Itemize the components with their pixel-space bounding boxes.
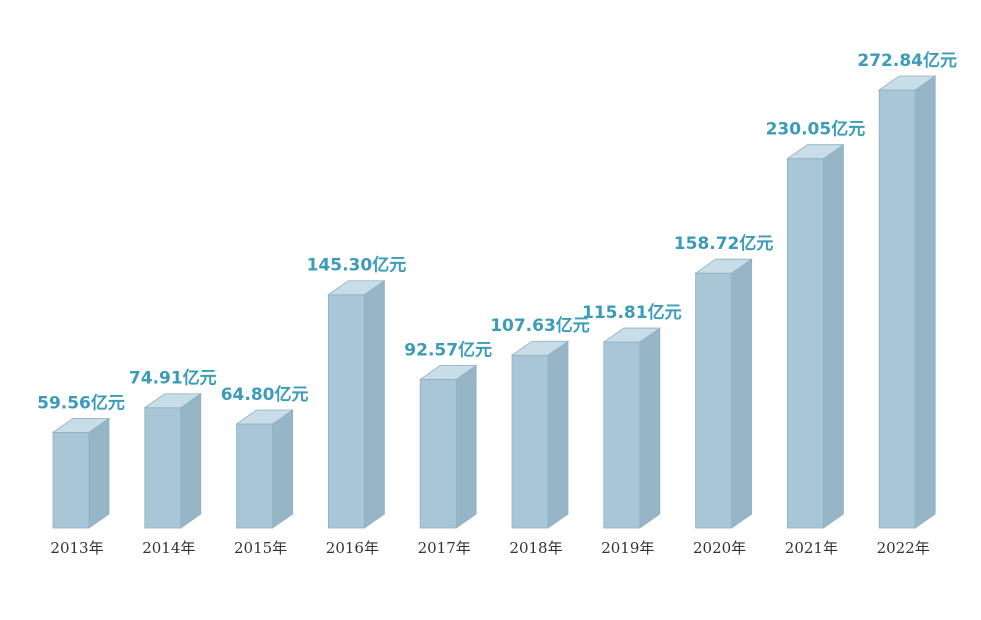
year-label-6: 2018年: [509, 539, 562, 557]
year-label-5: 2017年: [418, 539, 471, 557]
bar-side-face: [272, 409, 294, 529]
bar-side-face: [823, 143, 844, 529]
value-label-5: 92.57亿元: [404, 339, 492, 360]
year-label-4: 2016年: [326, 539, 379, 557]
bar-front-face: [511, 354, 549, 529]
bar-side-face: [88, 417, 110, 529]
value-label-1: 59.56亿元: [37, 392, 125, 413]
bar-front-face: [327, 294, 365, 529]
year-label-2: 2014年: [142, 539, 195, 557]
value-label-3: 64.80亿元: [221, 384, 309, 405]
bar-side-face: [455, 364, 477, 529]
year-label-1: 2013年: [50, 539, 103, 557]
value-label-10: 272.84亿元: [857, 50, 957, 71]
bar-front-face: [878, 89, 916, 529]
bar-10: [877, 75, 937, 529]
bar-top-face: [143, 393, 203, 409]
bar-top-face: [510, 340, 570, 356]
bar-side-face: [363, 279, 385, 529]
value-label-2: 74.91亿元: [129, 368, 217, 389]
bar-top-face: [418, 364, 478, 380]
bar-side-face: [731, 258, 752, 529]
bar-front-face: [419, 378, 457, 529]
bar-top-face: [694, 258, 753, 274]
bar-front-face: [695, 272, 732, 529]
bar-9: [786, 143, 845, 529]
bar-side-face: [639, 327, 661, 529]
value-label-7: 115.81亿元: [582, 302, 682, 323]
value-label-9: 230.05亿元: [766, 119, 866, 140]
bar-4: [327, 279, 386, 529]
bar-side-face: [914, 75, 936, 529]
bar-5: [418, 364, 478, 529]
bar-top-face: [602, 327, 662, 343]
bar-front-face: [144, 407, 182, 529]
bars-group: [51, 75, 937, 529]
bar-8: [694, 258, 753, 529]
year-label-3: 2015年: [234, 539, 287, 557]
bar-front-face: [603, 341, 641, 529]
bar-3: [235, 409, 294, 529]
bar-2: [143, 392, 203, 529]
value-label-4: 145.30亿元: [307, 255, 407, 276]
bar-front-face: [52, 431, 90, 529]
bar-side-face: [547, 340, 569, 529]
bar-front-face: [787, 158, 824, 529]
bar-top-face: [327, 280, 386, 296]
bar-6: [510, 340, 570, 529]
year-label-7: 2019年: [601, 539, 654, 557]
bar-top-face: [235, 409, 294, 425]
year-label-10: 2022年: [877, 539, 930, 557]
year-label-8: 2020年: [693, 539, 746, 557]
bar-1: [51, 417, 111, 529]
bar-front-face: [236, 423, 274, 529]
year-label-9: 2021年: [785, 539, 838, 557]
bar-top-face: [51, 417, 111, 433]
value-label-6: 107.63亿元: [490, 315, 590, 336]
bar-top-face: [786, 144, 845, 160]
year-labels-group: 2013年 2014年 2015年 2016年 2017年 2018年 2019年 2020年…: [50, 539, 929, 557]
bar-side-face: [180, 392, 202, 529]
bar-7: [602, 327, 662, 529]
value-label-8: 158.72亿元: [674, 233, 774, 254]
bar-top-face: [877, 75, 937, 91]
